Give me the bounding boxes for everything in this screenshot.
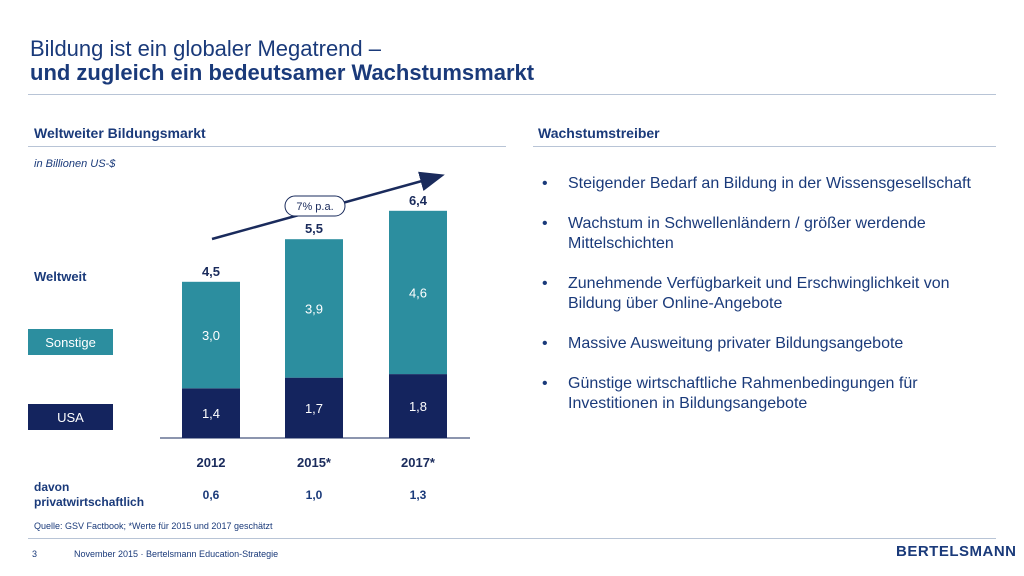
total-label-1: 5,5 xyxy=(305,221,323,236)
bullet-dot-icon: • xyxy=(542,275,548,292)
legend-usa: USA xyxy=(28,404,113,430)
data-label-usa-1: 1,7 xyxy=(305,401,323,416)
bullet-item: • Wachstum in Schwellenländern / größer w… xyxy=(540,214,1000,254)
category-label-1: 2015* xyxy=(297,455,332,470)
footer-text: November 2015 · Bertelsmann Education-St… xyxy=(74,549,279,559)
left-section-heading: Weltweiter Bildungsmarkt xyxy=(34,125,206,141)
right-section-heading: Wachstumstreiber xyxy=(538,125,660,141)
row-label-weltweit: Weltweit xyxy=(34,269,87,284)
category-label-2: 2017* xyxy=(401,455,436,470)
bullet-item: • Günstige wirtschaftliche Rahmenbedingun… xyxy=(540,374,1000,414)
data-label-sonstige-1: 3,9 xyxy=(305,301,323,316)
right-section-divider xyxy=(533,146,996,147)
bullet-item: • Massive Ausweitung privater Bildungsang… xyxy=(540,334,1000,354)
bar-usa-2 xyxy=(389,374,447,438)
bullet-text: Zunehmende Verfügbarkeit und Erschwingli… xyxy=(568,275,950,312)
left-section-divider xyxy=(28,146,506,147)
private-value-2017: 1,3 xyxy=(409,488,427,502)
bullet-item: • Steigender Bedarf an Bildung in der Wis… xyxy=(540,174,1000,194)
bullet-dot-icon: • xyxy=(542,175,548,192)
private-value-2015: 1,0 xyxy=(305,488,323,502)
bullet-dot-icon: • xyxy=(542,335,548,352)
bertelsmann-logo: BERTELSMANN xyxy=(896,543,1017,560)
growth-annotation-box xyxy=(284,195,346,217)
bullet-text: Steigender Bedarf an Bildung in der Wiss… xyxy=(568,175,971,192)
private-sector-label-text: davon privatwirtschaftlich xyxy=(34,480,145,509)
total-label-2: 6,4 xyxy=(409,193,428,208)
private-sector-label: davon privatwirtschaftlich xyxy=(34,480,144,510)
data-label-sonstige-0: 3,0 xyxy=(202,328,220,343)
bullet-text: Massive Ausweitung privater Bildungsange… xyxy=(568,335,904,352)
slide-title-line1: Bildung ist ein globaler Megatrend – xyxy=(30,36,382,61)
footer-divider xyxy=(28,538,996,539)
private-value-2012: 0,6 xyxy=(202,488,220,502)
bar-sonstige-1 xyxy=(285,239,343,378)
bullet-text: Wachstum in Schwellenländern / größer we… xyxy=(568,215,926,252)
slide-title-line2: und zugleich ein bedeutsamer Wachstumsma… xyxy=(30,60,535,85)
bar-sonstige-0 xyxy=(182,281,240,389)
bullet-text: Günstige wirtschaftliche Rahmenbedingung… xyxy=(568,375,918,412)
bullet-item: • Zunehmende Verfügbarkeit und Erschwingl… xyxy=(540,274,1000,314)
title-divider xyxy=(28,94,996,95)
legend-sonstige: Sonstige xyxy=(28,329,113,355)
bullet-dot-icon: • xyxy=(542,215,548,232)
bullet-dot-icon: • xyxy=(542,375,548,392)
bar-usa-0 xyxy=(182,388,240,438)
source-note: Quelle: GSV Factbook; *Werte für 2015 un… xyxy=(34,521,273,531)
unit-note: in Billionen US-$ xyxy=(34,158,116,170)
bar-sonstige-2 xyxy=(389,210,447,375)
data-label-sonstige-2: 4,6 xyxy=(409,285,427,300)
growth-drivers-list: • Steigender Bedarf an Bildung in der Wis… xyxy=(540,174,1000,434)
data-label-usa-0: 1,4 xyxy=(202,406,220,421)
growth-annotation-text: 7% p.a. xyxy=(296,201,333,213)
bar-usa-1 xyxy=(285,377,343,438)
category-label-0: 2012 xyxy=(197,455,226,470)
total-label-0: 4,5 xyxy=(202,264,220,279)
data-label-usa-2: 1,8 xyxy=(409,399,427,414)
page-number: 3 xyxy=(32,549,38,559)
